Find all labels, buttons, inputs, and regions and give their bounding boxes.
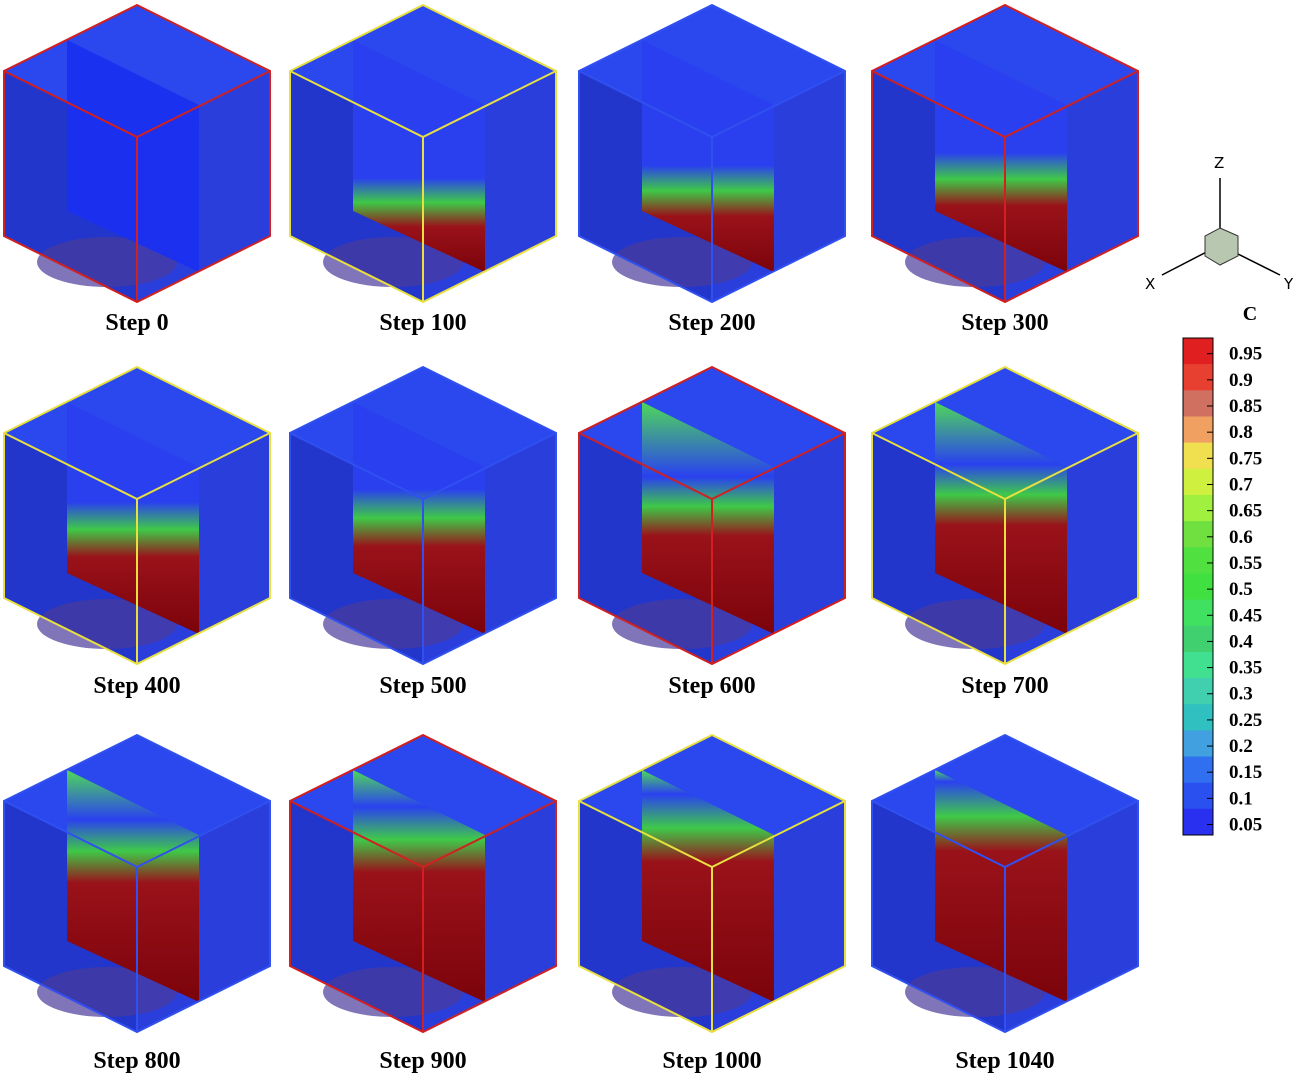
colorbar-band [1183,756,1213,784]
cube-panel [3,365,271,666]
colorbar-band [1183,494,1213,522]
mid-plane [642,770,774,1002]
colorbar-band [1183,678,1213,705]
mid-plane [353,40,485,272]
cube-panel [289,733,557,1034]
cube-panel [871,3,1139,304]
floor-pattern [323,967,463,1017]
step-label: Step 1040 [955,1048,1054,1074]
y-label: Y [1283,275,1294,293]
mid-plane [353,402,485,634]
colorbar-label: 0.7 [1229,474,1253,495]
floor-pattern [905,599,1045,649]
step-label: Step 900 [379,1048,466,1074]
colorbar-label: 0.95 [1229,344,1262,365]
floor-pattern [323,599,463,649]
colorbar-band [1183,442,1213,470]
floor-pattern [905,237,1045,287]
colorbar-band [1183,547,1213,574]
mid-plane [67,770,199,1002]
step-label: Step 500 [379,673,466,699]
floor-pattern [612,967,752,1017]
floor-pattern [37,599,177,649]
colorbar-label: 0.4 [1229,631,1253,652]
colorbar-band [1183,390,1213,417]
colorbar-label: 0.05 [1229,815,1262,836]
colorbar-label: 0.75 [1229,448,1262,469]
mid-plane [935,402,1067,634]
step-label: Step 200 [668,310,755,336]
cube-panel [871,733,1139,1034]
cube-panel [289,3,557,304]
colorbar-label: 0.65 [1229,501,1262,522]
colorbar-band [1183,599,1213,627]
cube-panel [578,3,846,304]
mid-plane [935,40,1067,272]
colorbar-band [1183,521,1213,548]
colorbar-band [1183,808,1213,836]
colorbar-label: 0.15 [1229,762,1262,783]
colorbar-label: 0.3 [1229,684,1253,705]
step-label: Step 100 [379,310,466,336]
axis-triad: Z X Y [1145,154,1294,293]
colorbar-label: 0.8 [1229,422,1253,443]
step-label: Step 0 [105,310,168,336]
colorbar-label: 0.35 [1229,658,1262,679]
colorbar-band [1183,573,1213,601]
mid-plane [642,40,774,272]
mid-plane [353,770,485,1002]
colorbar-band [1183,782,1213,810]
colorbar-band [1183,416,1213,444]
mid-plane [67,402,199,634]
colorbar-label: 0.5 [1229,579,1253,600]
cube-panel [578,733,846,1034]
colorbar-label: 0.6 [1229,527,1253,548]
z-label: Z [1214,154,1224,172]
floor-pattern [37,967,177,1017]
colorbar-band [1183,651,1213,679]
colorbar-label: 0.25 [1229,710,1262,731]
floor-pattern [612,237,752,287]
step-label: Step 1000 [662,1048,761,1074]
colorbar-label: 0.9 [1229,370,1253,391]
colorbar-band [1183,704,1213,731]
mid-plane [935,770,1067,1002]
colorbar-label: 0.55 [1229,553,1262,574]
colorbar-label: 0.85 [1229,396,1262,417]
colorbar-frame [1182,337,1214,836]
floor-pattern [323,237,463,287]
colorbar-band [1183,625,1213,653]
colorbar-title: C [1243,303,1257,325]
step-label: Step 700 [961,673,1048,699]
step-label: Step 400 [93,673,180,699]
floor-pattern [905,967,1045,1017]
step-label: Step 800 [93,1048,180,1074]
colorbar-label: 0.1 [1229,788,1253,809]
step-label: Step 600 [668,673,755,699]
colorbar-label: 0.45 [1229,605,1262,626]
cube-panel [3,3,271,304]
x-label: X [1145,275,1155,293]
colorbar-band [1183,364,1213,391]
mid-plane [67,40,199,272]
colorbar-label: 0.2 [1229,736,1253,757]
cube-panel [289,365,557,666]
cube-panel [3,733,271,1034]
floor-pattern [37,237,177,287]
colorbar-band [1183,468,1213,496]
cube-panel [871,365,1139,666]
colorbar-band [1183,730,1213,758]
step-label: Step 300 [961,310,1048,336]
floor-pattern [612,599,752,649]
triad-cube [1204,227,1239,266]
colorbar-band [1183,338,1213,365]
mid-plane [642,402,774,634]
cube-panel [578,365,846,666]
